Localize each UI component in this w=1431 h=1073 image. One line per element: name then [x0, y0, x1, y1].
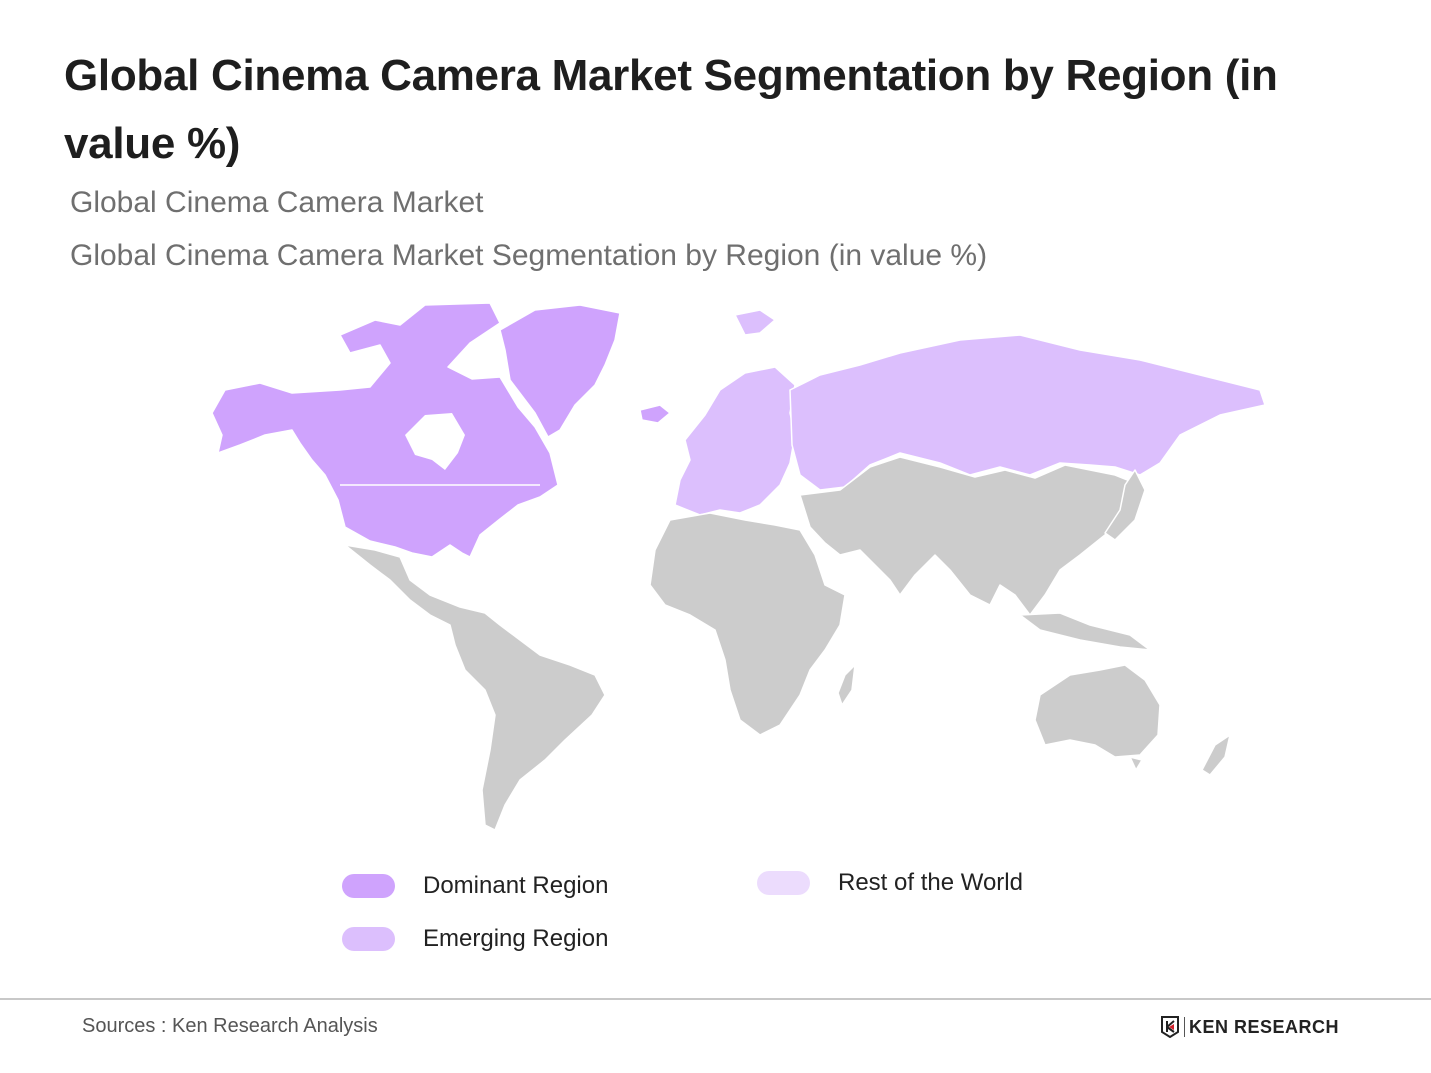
subtitle-segmentation: Global Cinema Camera Market Segmentation… — [70, 239, 988, 272]
legend-dominant-region: Dominant Region — [342, 872, 608, 900]
logo-text: KEN RESEARCH — [1189, 1016, 1340, 1037]
legend-swatch-rest — [757, 871, 810, 895]
region-russia — [789, 334, 1266, 491]
region-asia — [799, 456, 1136, 616]
world-map — [211, 302, 1266, 831]
ken-research-logo: KEN RESEARCH — [1160, 1016, 1339, 1038]
legend-label-rest: Rest of the World — [838, 869, 1023, 896]
region-oceania — [1034, 664, 1161, 758]
legend-emerging-region: Emerging Region — [342, 925, 608, 953]
region-africa — [649, 512, 846, 736]
legend-rest-of-world: Rest of the World — [757, 869, 1023, 897]
legend-label-emerging: Emerging Region — [423, 925, 609, 952]
footer-divider — [0, 998, 1431, 1000]
region-europe — [674, 366, 796, 516]
source-note: Sources : Ken Research Analysis — [82, 1015, 378, 1037]
region-latin-america — [344, 544, 606, 831]
legend-swatch-dominant — [342, 874, 395, 898]
region-north-america — [211, 302, 559, 558]
logo-separator — [1184, 1017, 1185, 1037]
legend-swatch-emerging — [342, 927, 395, 951]
ken-research-logo-icon — [1161, 1016, 1179, 1038]
legend-label-dominant: Dominant Region — [423, 872, 609, 899]
page-title: Global Cinema Camera Market Segmentation… — [64, 51, 1278, 168]
subtitle-market: Global Cinema Camera Market — [70, 186, 484, 219]
region-greenland — [499, 304, 621, 438]
